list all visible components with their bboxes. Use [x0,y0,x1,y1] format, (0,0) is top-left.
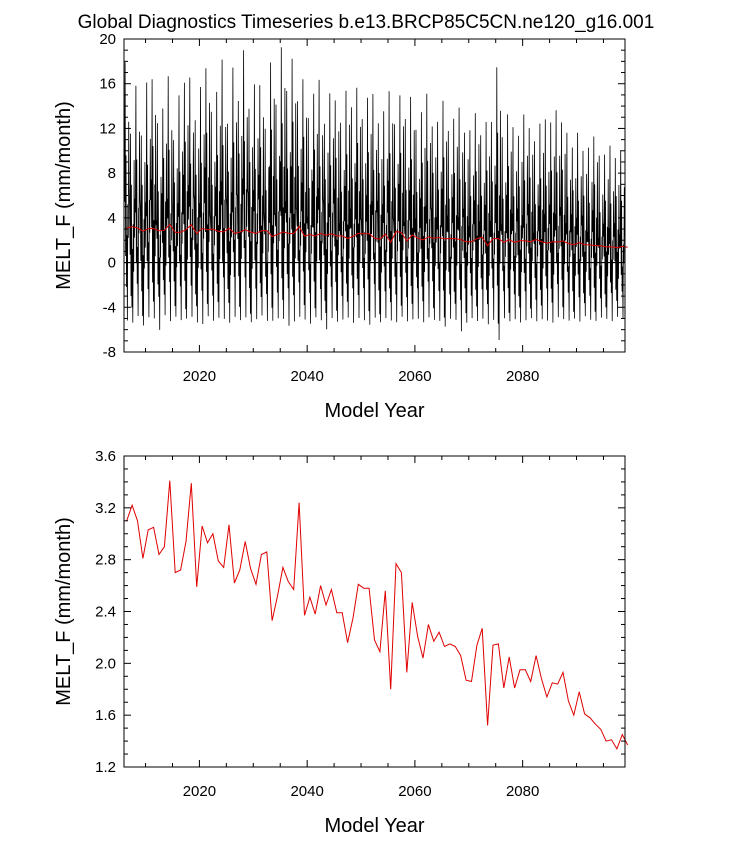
monthly-plot-frame [123,38,626,353]
annual-overlay-group [126,223,628,249]
x-tick-label: 2060 [398,368,431,385]
annual-mean-line [126,480,629,751]
y-tick-label: -4 [103,299,116,316]
y-tick-label: 20 [99,31,116,48]
y-tick-label: 1.6 [95,707,116,724]
x-tick-label: 2080 [506,783,539,800]
annual-y-axis-label: MELT_F (mm/month) [53,517,75,706]
y-tick-label: 3.2 [95,500,116,517]
figure-title: Global Diagnostics Timeseries b.e13.BRCP… [78,12,655,33]
monthly-x-axis-label: Model Year [324,400,424,422]
y-tick-label: 2.0 [95,655,116,672]
y-tick-label: 8 [108,165,116,182]
x-tick-label: 2040 [290,783,323,800]
monthly-series-line [123,47,626,341]
annual-plot-frame [123,455,626,768]
y-tick-label: 3.6 [95,448,116,465]
x-tick-label: 2020 [183,783,216,800]
x-tick-label: 2080 [506,368,539,385]
annual-series-group [126,480,629,751]
y-tick-label: 1.2 [95,759,116,776]
y-tick-label: 2.8 [95,552,116,569]
y-tick-label: 4 [108,210,116,227]
x-tick-label: 2040 [290,368,323,385]
annual-mean-overlay-line [126,223,628,249]
annual-x-axis-label: Model Year [324,815,424,837]
annual-mean-panel: 1.2 1.6 2.0 2.4 2.8 3.2 3.6 2020 2040 2060 2080 ME… [53,448,629,837]
monthly-y-axis-label: MELT_F (mm/month) [53,101,75,290]
y-tick-label: 12 [99,120,116,137]
monthly-series-group [123,47,626,341]
y-tick-label: 16 [99,76,116,93]
y-tick-label: 0 [108,255,116,272]
x-tick-label: 2020 [183,368,216,385]
annual-axes: 1.2 1.6 2.0 2.4 2.8 3.2 3.6 2020 2040 2060 2080 [95,448,625,800]
x-tick-label: 2060 [398,783,431,800]
y-tick-label: 2.4 [95,604,116,621]
y-tick-label: -8 [103,344,116,361]
